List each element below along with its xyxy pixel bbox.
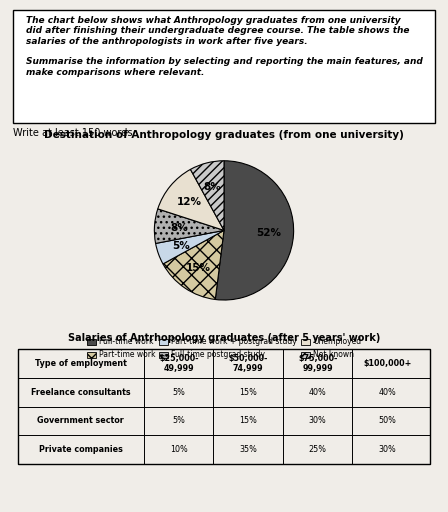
Text: 5%: 5% — [172, 416, 185, 425]
FancyBboxPatch shape — [13, 10, 435, 123]
Text: $25,000-
49,999: $25,000- 49,999 — [159, 354, 198, 373]
Text: Private companies: Private companies — [39, 445, 123, 454]
Text: Type of employment: Type of employment — [35, 359, 127, 368]
Text: 50%: 50% — [378, 416, 396, 425]
Text: 8%: 8% — [170, 223, 188, 232]
Wedge shape — [158, 169, 224, 230]
Wedge shape — [155, 209, 224, 243]
Text: 25%: 25% — [309, 445, 327, 454]
Text: 52%: 52% — [257, 228, 282, 238]
Text: 15%: 15% — [239, 416, 257, 425]
Text: 30%: 30% — [309, 416, 327, 425]
Text: 12%: 12% — [177, 197, 202, 206]
Text: $75,000-
99,999: $75,000- 99,999 — [298, 354, 337, 373]
Text: 10%: 10% — [170, 445, 188, 454]
Text: Freelance consultants: Freelance consultants — [31, 388, 131, 397]
Text: 8%: 8% — [204, 182, 222, 191]
Wedge shape — [190, 161, 224, 230]
Text: 5%: 5% — [172, 241, 190, 251]
Text: 15%: 15% — [186, 263, 211, 273]
Text: $100,000+: $100,000+ — [363, 359, 411, 368]
Text: The chart below shows what Anthropology graduates from one university
did after : The chart below shows what Anthropology … — [26, 16, 423, 77]
Legend: Full-time work, Part-time work, Part-time work + postgrad study, Full-time postg: Full-time work, Part-time work, Part-tim… — [84, 334, 364, 362]
Title: Destination of Anthropology graduates (from one university): Destination of Anthropology graduates (f… — [44, 130, 404, 140]
Text: Government sector: Government sector — [38, 416, 124, 425]
Text: 30%: 30% — [378, 445, 396, 454]
Wedge shape — [215, 161, 293, 300]
Wedge shape — [155, 230, 224, 264]
Text: 40%: 40% — [309, 388, 327, 397]
Text: $50,000-
74,999: $50,000- 74,999 — [228, 354, 268, 373]
Text: 35%: 35% — [239, 445, 257, 454]
Text: 40%: 40% — [378, 388, 396, 397]
Text: 15%: 15% — [239, 388, 257, 397]
Text: 5%: 5% — [172, 388, 185, 397]
Wedge shape — [163, 230, 224, 300]
Text: Write at least 150 words.: Write at least 150 words. — [13, 128, 136, 138]
Text: Salaries of Antrhopology graduates (after 5 years' work): Salaries of Antrhopology graduates (afte… — [68, 333, 380, 343]
